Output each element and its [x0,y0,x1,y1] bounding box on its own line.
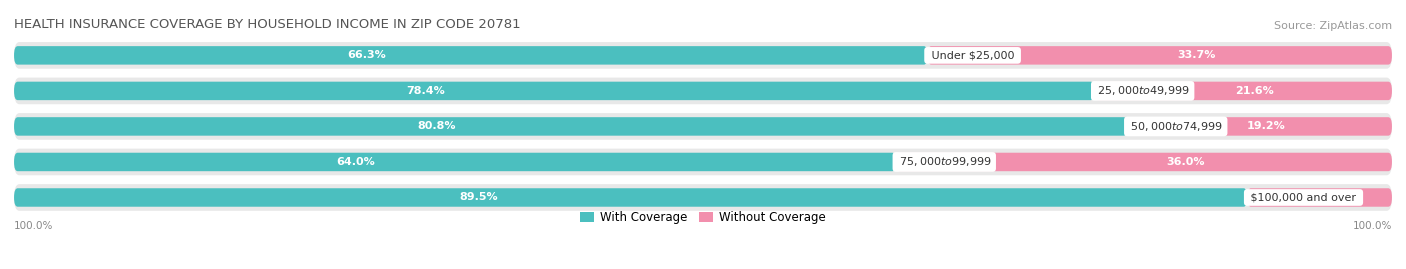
Text: 33.7%: 33.7% [1177,50,1216,60]
FancyBboxPatch shape [14,46,928,65]
Text: 100.0%: 100.0% [1353,221,1392,231]
FancyBboxPatch shape [14,113,1392,140]
Text: $50,000 to $74,999: $50,000 to $74,999 [1128,120,1225,133]
FancyBboxPatch shape [14,42,1392,69]
Text: 100.0%: 100.0% [14,221,53,231]
Text: Source: ZipAtlas.com: Source: ZipAtlas.com [1274,20,1392,30]
Text: 80.8%: 80.8% [418,121,456,132]
Text: $25,000 to $49,999: $25,000 to $49,999 [1094,84,1191,97]
FancyBboxPatch shape [928,46,1392,65]
FancyBboxPatch shape [14,184,1392,211]
FancyBboxPatch shape [14,149,1392,175]
Text: 64.0%: 64.0% [336,157,375,167]
Text: 21.6%: 21.6% [1236,86,1274,96]
FancyBboxPatch shape [1247,188,1392,207]
Text: HEALTH INSURANCE COVERAGE BY HOUSEHOLD INCOME IN ZIP CODE 20781: HEALTH INSURANCE COVERAGE BY HOUSEHOLD I… [14,17,520,30]
FancyBboxPatch shape [1094,82,1392,100]
Text: 36.0%: 36.0% [1166,157,1205,167]
Text: 89.5%: 89.5% [460,193,498,203]
FancyBboxPatch shape [14,117,1128,136]
Text: 19.2%: 19.2% [1247,121,1285,132]
Text: Under $25,000: Under $25,000 [928,50,1018,60]
FancyBboxPatch shape [14,188,1247,207]
FancyBboxPatch shape [14,82,1094,100]
FancyBboxPatch shape [14,77,1392,104]
Text: 10.5%: 10.5% [1289,193,1327,203]
Text: $75,000 to $99,999: $75,000 to $99,999 [896,155,993,168]
Text: $100,000 and over: $100,000 and over [1247,193,1360,203]
Text: 78.4%: 78.4% [406,86,444,96]
Text: 66.3%: 66.3% [347,50,387,60]
FancyBboxPatch shape [896,153,1392,171]
FancyBboxPatch shape [14,153,896,171]
FancyBboxPatch shape [1128,117,1392,136]
Legend: With Coverage, Without Coverage: With Coverage, Without Coverage [579,211,827,224]
